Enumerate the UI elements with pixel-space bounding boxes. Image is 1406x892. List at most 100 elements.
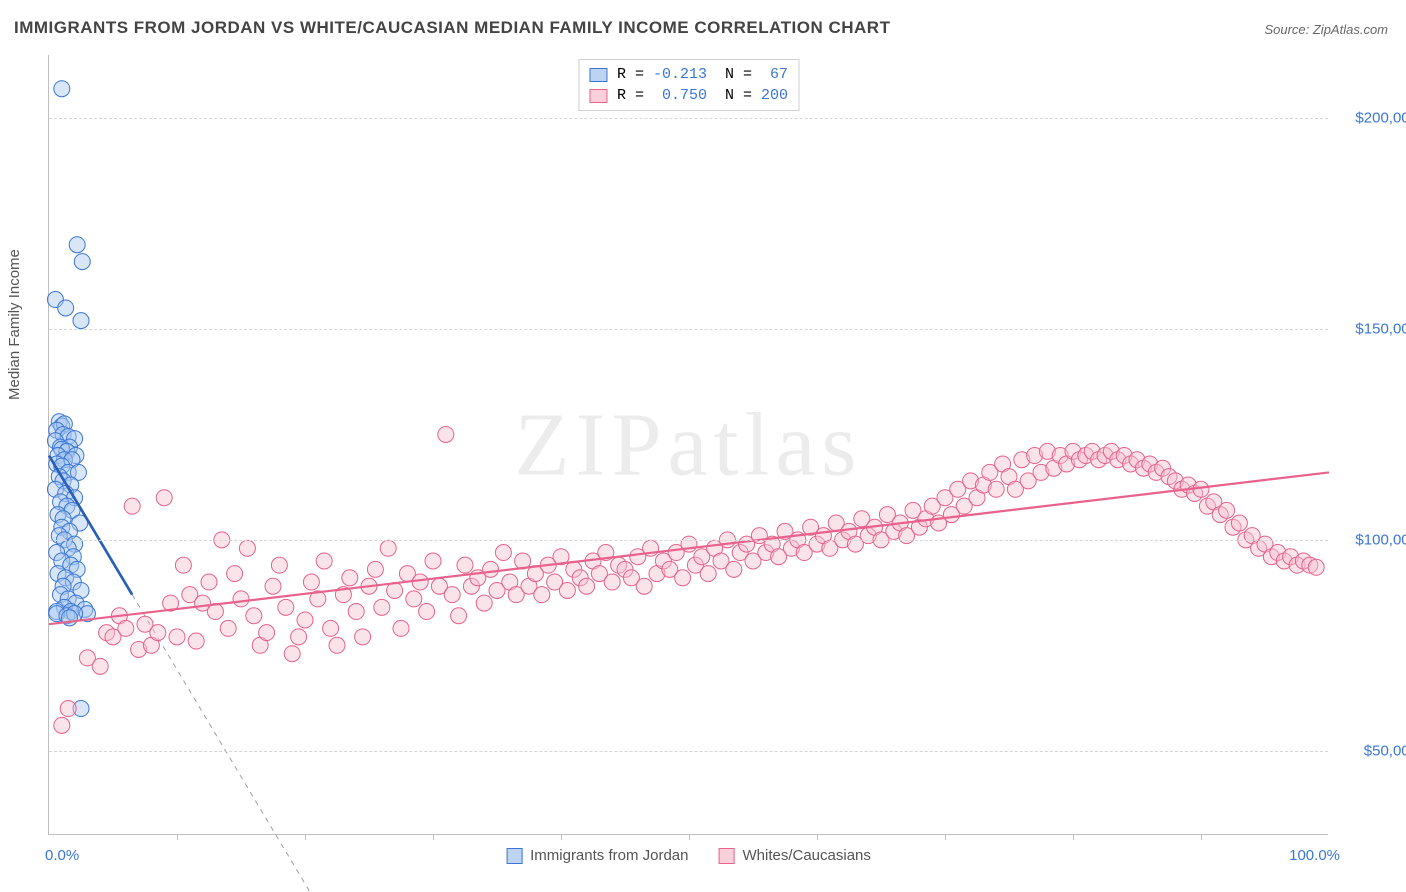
y-axis-label: Median Family Income [6,249,23,400]
data-point [271,557,287,573]
x-tick [945,834,946,840]
data-point [412,574,428,590]
data-point [175,557,191,573]
legend-swatch [589,89,607,103]
correlation-legend-row: R = -0.213 N = 67 [589,64,788,85]
data-point [726,561,742,577]
y-tick-label: $100,000 [1338,531,1406,548]
data-point [265,578,281,594]
source-label: Source: ZipAtlas.com [1264,22,1388,37]
data-point [559,582,575,598]
x-tick [561,834,562,840]
data-point [239,540,255,556]
data-point [329,637,345,653]
data-point [58,300,74,316]
data-point [579,578,595,594]
data-point [278,599,294,615]
x-tick [177,834,178,840]
data-point [69,237,85,253]
legend-stat-text: R = 0.750 N = 200 [617,85,788,106]
data-point [1308,559,1324,575]
data-point [188,633,204,649]
x-tick [689,834,690,840]
chart-title: IMMIGRANTS FROM JORDAN VS WHITE/CAUCASIA… [14,18,890,38]
scatter-svg [49,55,1328,834]
data-point [355,629,371,645]
data-point [495,545,511,561]
data-point [406,591,422,607]
correlation-legend-row: R = 0.750 N = 200 [589,85,788,106]
data-point [348,604,364,620]
data-point [419,604,435,620]
x-axis-min-label: 0.0% [45,847,79,864]
data-point [374,599,390,615]
data-point [54,717,70,733]
data-point [1219,502,1235,518]
x-tick [433,834,434,840]
x-tick [1073,834,1074,840]
data-point [73,313,89,329]
legend-label: Immigrants from Jordan [530,847,688,864]
legend-swatch [506,848,522,864]
data-point [220,620,236,636]
data-point [92,658,108,674]
data-point [425,553,441,569]
data-point [342,570,358,586]
data-point [380,540,396,556]
y-tick-label: $50,000 [1338,742,1406,759]
gridline [49,751,1328,752]
data-point [1231,515,1247,531]
data-point [246,608,262,624]
data-point [604,574,620,590]
data-point [259,625,275,641]
legend-item: Immigrants from Jordan [506,847,688,864]
legend-swatch [589,68,607,82]
gridline [49,118,1328,119]
legend-stat-text: R = -0.213 N = 67 [617,64,788,85]
data-point [988,481,1004,497]
data-point [393,620,409,636]
data-point [284,646,300,662]
data-point [291,629,307,645]
data-point [675,570,691,586]
x-axis-max-label: 100.0% [1289,847,1340,864]
data-point [316,553,332,569]
data-point [297,612,313,628]
data-point [438,426,454,442]
data-point [367,561,383,577]
x-tick [305,834,306,840]
data-point [323,620,339,636]
data-point [150,625,166,641]
correlation-legend: R = -0.213 N = 67R = 0.750 N = 200 [578,59,799,111]
series-legend: Immigrants from Jordan Whites/Caucasians [506,847,871,864]
y-tick-label: $200,000 [1338,110,1406,127]
legend-swatch [719,848,735,864]
data-point [60,701,76,717]
data-point [227,566,243,582]
data-point [444,587,460,603]
data-point [156,490,172,506]
gridline [49,540,1328,541]
data-point [476,595,492,611]
data-point [118,620,134,636]
chart-plot-area: ZIPatlas R = -0.213 N = 67R = 0.750 N = … [48,55,1328,835]
data-point [534,587,550,603]
y-tick-label: $150,000 [1338,321,1406,338]
x-tick [1201,834,1202,840]
data-point [74,254,90,270]
data-point [124,498,140,514]
x-tick [817,834,818,840]
data-point [169,629,185,645]
data-point [451,608,467,624]
data-point [457,557,473,573]
data-point [54,81,70,97]
data-point [233,591,249,607]
data-point [636,578,652,594]
legend-item: Whites/Caucasians [719,847,871,864]
gridline [49,329,1328,330]
data-point [303,574,319,590]
data-point [483,561,499,577]
data-point [201,574,217,590]
data-point [700,566,716,582]
legend-label: Whites/Caucasians [743,847,871,864]
